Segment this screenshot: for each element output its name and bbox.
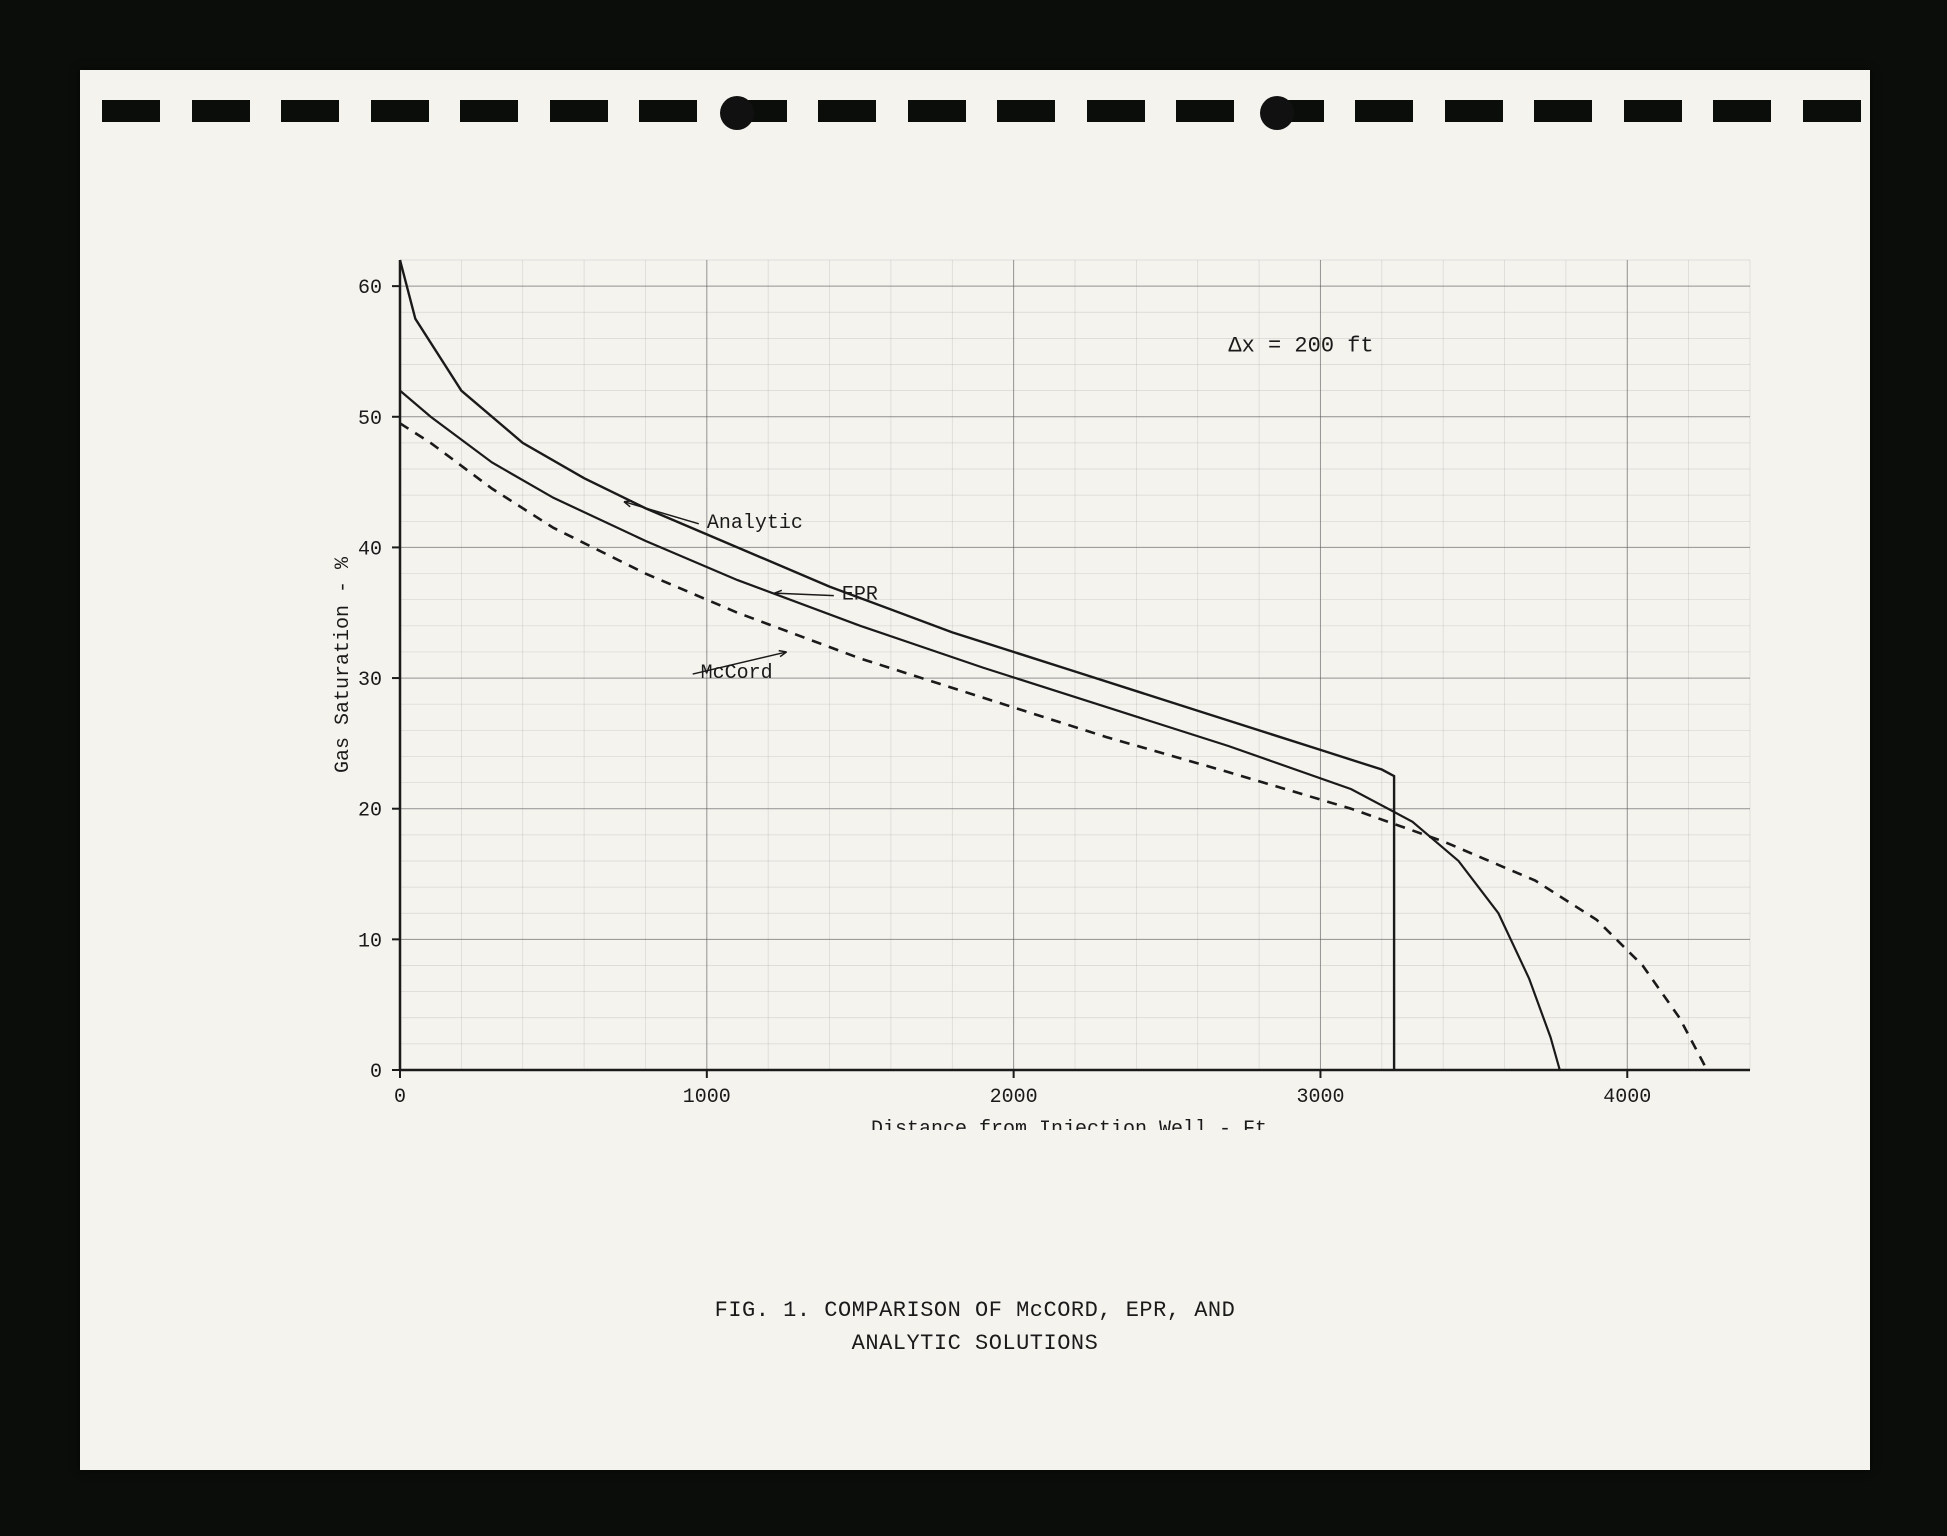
paper-sheet: Analytic EPR McCord 0 1000 2000 3000 4000 0 10 20 3… xyxy=(80,70,1870,1470)
ytick-label: 60 xyxy=(358,277,382,300)
xtick-label: 3000 xyxy=(1296,1086,1344,1109)
series-label-analytic: Analytic xyxy=(707,512,803,535)
ytick-label: 40 xyxy=(358,538,382,561)
chart-svg: Analytic EPR McCord 0 1000 2000 3000 4000 0 10 20 3… xyxy=(330,250,1760,1130)
binder-strip xyxy=(80,100,1870,140)
chart-area: Analytic EPR McCord 0 1000 2000 3000 4000 0 10 20 3… xyxy=(330,250,1760,1130)
x-axis-label: Distance from Injection Well - Ft. xyxy=(871,1118,1279,1130)
ytick-label: 0 xyxy=(370,1061,382,1084)
series-analytic xyxy=(400,260,1394,1070)
xtick-label: 0 xyxy=(394,1086,406,1109)
xtick-label: 4000 xyxy=(1603,1086,1651,1109)
xtick-label: 1000 xyxy=(683,1086,731,1109)
series-label-mccord: McCord xyxy=(701,662,773,685)
xtick-label: 2000 xyxy=(990,1086,1038,1109)
ytick-label: 20 xyxy=(358,800,382,823)
figure-caption-line1: FIG. 1. COMPARISON OF McCORD, EPR, AND xyxy=(80,1295,1870,1327)
ytick-label: 50 xyxy=(358,408,382,431)
figure-caption-line2: ANALYTIC SOLUTIONS xyxy=(80,1328,1870,1360)
series-label-epr: EPR xyxy=(842,584,878,607)
series-mccord xyxy=(400,423,1707,1070)
ytick-label: 10 xyxy=(358,930,382,953)
ytick-label: 30 xyxy=(358,669,382,692)
y-axis-label: Gas Saturation - % xyxy=(332,556,355,773)
delta-x-note: Δx = 200 ft xyxy=(1228,333,1373,358)
